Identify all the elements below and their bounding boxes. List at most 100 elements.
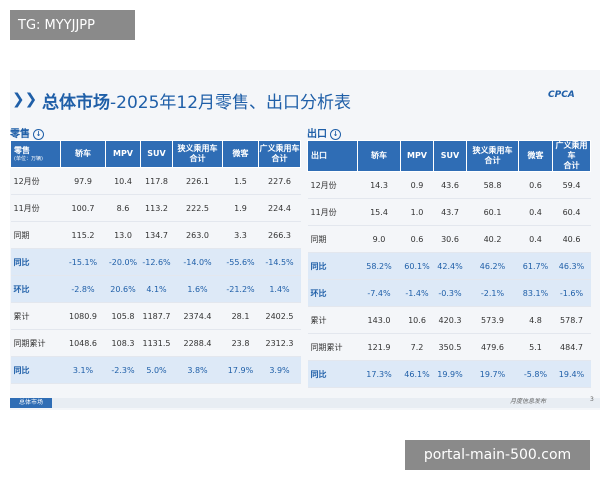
- cell: 266.3: [258, 221, 301, 249]
- cell: 3.3: [222, 221, 259, 249]
- cell: -2.1%: [466, 279, 519, 307]
- cell: 60.1: [466, 198, 519, 226]
- table-row: 同期累计 1048.6 108.3 1131.5 2288.4 23.8 2312.3: [10, 329, 301, 357]
- header-label-text: 零售: [14, 145, 30, 155]
- title-highlight: 总体市场: [42, 93, 110, 113]
- cell: 19.9%: [433, 360, 467, 388]
- cell: 227.6: [258, 167, 301, 195]
- table-row: 同期 9.0 0.6 30.6 40.2 0.4 40.6: [307, 225, 591, 253]
- cell: -20.0%: [105, 248, 141, 276]
- cell: -2.8%: [60, 275, 106, 303]
- cell: 46.1%: [400, 360, 434, 388]
- cell: 226.1: [172, 167, 223, 195]
- cell: 1.5: [222, 167, 259, 195]
- row-label: 环比: [307, 279, 358, 307]
- cell: 105.8: [105, 302, 141, 330]
- column-header: 狭义乘用车 合计: [172, 140, 223, 168]
- column-header: 轿车: [357, 140, 401, 172]
- header-label: 零售 (单位：万辆): [10, 140, 61, 168]
- cell: 121.9: [357, 333, 401, 361]
- cell: 19.7%: [466, 360, 519, 388]
- page-number: 3: [590, 396, 594, 403]
- cell: 1.0: [400, 198, 434, 226]
- cell: 58.8: [466, 171, 519, 199]
- cell: 479.6: [466, 333, 519, 361]
- table-row: 12月份 14.3 0.9 43.6 58.8 0.6 59.4: [307, 171, 591, 199]
- row-label: 同比: [10, 356, 61, 384]
- cell: 2288.4: [172, 329, 223, 357]
- cell: 60.1%: [400, 252, 434, 280]
- table-row: 环比 -2.8% 20.6% 4.1% 1.6% -21.2% 1.4%: [10, 275, 301, 303]
- header-label-text: 出口: [311, 151, 327, 160]
- cell: 7.2: [400, 333, 434, 361]
- cell: 4.1%: [140, 275, 173, 303]
- column-header: 微客: [518, 140, 553, 172]
- cell: 17.9%: [222, 356, 259, 384]
- cell: 100.7: [60, 194, 106, 222]
- table-row: 11月份 15.4 1.0 43.7 60.1 0.4 60.4: [307, 198, 591, 226]
- column-header: 轿车: [60, 140, 106, 168]
- cell: 350.5: [433, 333, 467, 361]
- row-label: 同期累计: [307, 333, 358, 361]
- header-row: 出口 轿车 MPV SUV 狭义乘用车 合计 微客 广义乘用车 合计: [307, 140, 591, 172]
- cell: 0.4: [518, 198, 553, 226]
- column-header: 广义乘用车 合计: [258, 140, 301, 168]
- watermark: portal-main-500.com: [405, 440, 590, 470]
- table-row: 同比 58.2% 60.1% 42.4% 46.2% 61.7% 46.3%: [307, 252, 591, 280]
- cell: -1.6%: [552, 279, 591, 307]
- cell: 15.4: [357, 198, 401, 226]
- table-row: 同期累计 121.9 7.2 350.5 479.6 5.1 484.7: [307, 333, 591, 361]
- cell: 40.6: [552, 225, 591, 253]
- row-label: 12月份: [307, 171, 358, 199]
- cell: 573.9: [466, 306, 519, 334]
- cell: -0.3%: [433, 279, 467, 307]
- cell: 60.4: [552, 198, 591, 226]
- footer-tab: 总体市场: [10, 398, 52, 408]
- data-table: 零售 (单位：万辆) 轿车 MPV SUV 狭义乘用车 合计 微客 广义乘用车 合计 12月份 9…: [10, 140, 301, 384]
- cell: 1131.5: [140, 329, 173, 357]
- cell: 0.6: [518, 171, 553, 199]
- cell: 8.6: [105, 194, 141, 222]
- row-label: 环比: [10, 275, 61, 303]
- cell: -15.1%: [60, 248, 106, 276]
- cell: 1080.9: [60, 302, 106, 330]
- cell: 5.0%: [140, 356, 173, 384]
- row-label: 累计: [10, 302, 61, 330]
- cell: 0.4: [518, 225, 553, 253]
- cell: 1048.6: [60, 329, 106, 357]
- cell: 43.6: [433, 171, 467, 199]
- cell: -55.6%: [222, 248, 259, 276]
- table-row: 同比 17.3% 46.1% 19.9% 19.7% -5.8% 19.4%: [307, 360, 591, 388]
- header-row: 零售 (单位：万辆) 轿车 MPV SUV 狭义乘用车 合计 微客 广义乘用车 合计: [10, 140, 301, 168]
- cell: 46.3%: [552, 252, 591, 280]
- cell: 19.4%: [552, 360, 591, 388]
- row-label: 同比: [307, 252, 358, 280]
- cell: -21.2%: [222, 275, 259, 303]
- cell: 578.7: [552, 306, 591, 334]
- unit: (单位：万辆): [14, 155, 43, 162]
- table-row: 累计 1080.9 105.8 1187.7 2374.4 28.1 2402.5: [10, 302, 301, 330]
- table-caption: 零售 ↓: [10, 125, 44, 140]
- caption-text: 零售: [10, 129, 30, 140]
- row-label: 同比: [307, 360, 358, 388]
- cell: 115.2: [60, 221, 106, 249]
- cell: 43.7: [433, 198, 467, 226]
- cell: 3.1%: [60, 356, 106, 384]
- cell: 5.1: [518, 333, 553, 361]
- cell: 0.6: [400, 225, 434, 253]
- column-header: 狭义乘用车 合计: [466, 140, 519, 172]
- row-label: 同期: [10, 221, 61, 249]
- cell: 59.4: [552, 171, 591, 199]
- row-label: 同比: [10, 248, 61, 276]
- column-header: 广义乘用车 合计: [552, 140, 591, 172]
- cell: 420.3: [433, 306, 467, 334]
- column-header: SUV: [433, 140, 467, 172]
- cell: 113.2: [140, 194, 173, 222]
- title-rest: -2025年12月零售、出口分析表: [110, 93, 352, 113]
- cell: 224.4: [258, 194, 301, 222]
- cell: 10.4: [105, 167, 141, 195]
- row-label: 12月份: [10, 167, 61, 195]
- cell: 17.3%: [357, 360, 401, 388]
- cell: 10.6: [400, 306, 434, 334]
